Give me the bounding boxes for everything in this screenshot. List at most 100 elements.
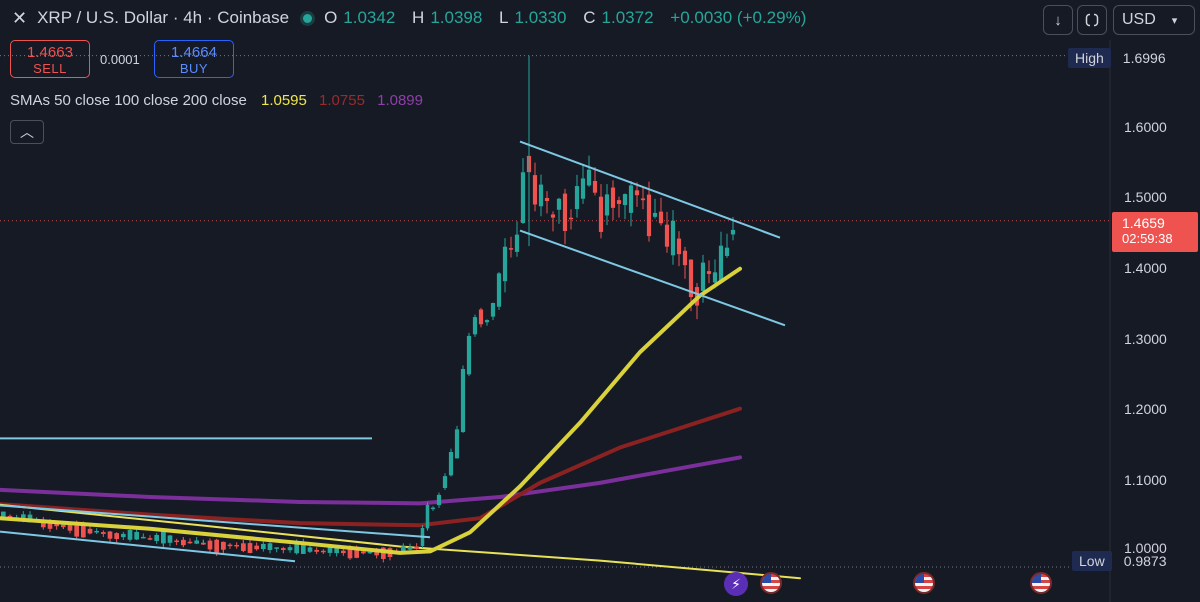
- candle-body: [640, 198, 646, 201]
- fullscreen-icon[interactable]: [1077, 5, 1107, 35]
- candle-body: [628, 185, 634, 213]
- candle-body: [442, 476, 448, 489]
- candle-body: [472, 317, 478, 335]
- candle-body: [598, 196, 604, 232]
- currency-select[interactable]: USD ▾: [1113, 5, 1195, 35]
- candle-body: [414, 546, 419, 549]
- buy-button[interactable]: 1.4664 BUY: [154, 40, 234, 78]
- candle-body: [127, 529, 133, 540]
- candle-body: [94, 530, 99, 533]
- candle-body: [688, 259, 694, 298]
- candle-body: [718, 245, 724, 282]
- candle-body: [347, 548, 353, 559]
- candle-body: [167, 535, 173, 543]
- sma200-line: [0, 455, 742, 506]
- candle-body: [401, 546, 406, 553]
- candle-body: [556, 198, 562, 210]
- us-flag-icon[interactable]: [760, 572, 782, 594]
- candle-body: [21, 514, 26, 521]
- candle-body: [646, 194, 652, 237]
- candle-body: [281, 548, 286, 550]
- sma50-line: [0, 266, 742, 555]
- candle-body: [550, 214, 556, 218]
- candle-body: [227, 544, 233, 547]
- long-sma-line: [0, 503, 801, 580]
- candle-body: [81, 525, 86, 538]
- candle-body: [147, 538, 153, 540]
- candle-body: [294, 542, 299, 554]
- trendline: [0, 504, 431, 539]
- price-change: +0.0030 (+0.29%): [670, 8, 807, 27]
- candle-body: [610, 187, 616, 208]
- candle-body: [261, 543, 266, 550]
- spread-value: 0.0001: [100, 52, 140, 67]
- sma-indicator-legend[interactable]: SMAs 50 close 100 close 200 close 1.0595…: [10, 92, 423, 109]
- candle-body: [154, 534, 159, 541]
- chart-header: ✕ XRP / U.S. Dollar · 4h · Coinbase O 1.0…: [0, 0, 1040, 36]
- candle-body: [367, 551, 373, 554]
- candle-body: [381, 547, 386, 559]
- ideas-bolt-icon[interactable]: ⚡: [724, 572, 748, 596]
- candle-body: [430, 507, 436, 510]
- candle-body: [562, 193, 568, 232]
- candle-body: [314, 549, 319, 552]
- candle-body: [436, 494, 442, 506]
- candle-body: [361, 551, 366, 554]
- candle-body: [254, 545, 259, 550]
- candle-body: [67, 524, 73, 531]
- candle-body: [448, 451, 454, 476]
- candle-body: [221, 541, 226, 550]
- trendline: [519, 140, 781, 239]
- symbol-title[interactable]: XRP / U.S. Dollar · 4h · Coinbase: [37, 8, 290, 27]
- candle-body: [87, 528, 93, 534]
- collapse-legend-button[interactable]: ︿: [10, 120, 44, 144]
- market-open-indicator: [303, 13, 313, 23]
- candle-body: [670, 220, 676, 256]
- candle-body: [121, 533, 126, 538]
- candle-body: [622, 194, 628, 206]
- sma50-value: 1.0595: [260, 92, 307, 109]
- candle-body: [7, 515, 13, 518]
- us-flag-icon[interactable]: [913, 572, 935, 594]
- candle-body: [187, 541, 193, 544]
- candle-body: [301, 542, 306, 554]
- candle-body: [74, 523, 79, 537]
- us-flag-icon[interactable]: [1030, 572, 1052, 594]
- candle-body: [267, 543, 273, 551]
- candle-body: [544, 198, 550, 202]
- candle-body: [454, 429, 460, 459]
- low-marker: Low 0.9873: [1072, 551, 1171, 571]
- candle-body: [201, 543, 206, 545]
- candle-body: [1, 511, 6, 517]
- sma100-value: 1.0755: [319, 92, 365, 109]
- candle-body: [466, 335, 472, 375]
- candle-body: [101, 532, 106, 534]
- candle-body: [341, 550, 346, 554]
- candle-body: [241, 543, 246, 551]
- candle-body: [724, 247, 730, 256]
- candle-body: [107, 531, 113, 539]
- candle-body: [161, 532, 166, 544]
- candle-body: [307, 547, 313, 552]
- axis-tick: 1.5000: [1124, 189, 1167, 205]
- candle-body: [207, 540, 213, 550]
- candle-body: [652, 212, 658, 217]
- candle-body: [214, 539, 219, 553]
- download-arrow-icon[interactable]: ↓: [1043, 5, 1073, 35]
- candle-body: [134, 531, 139, 540]
- candle-body: [508, 248, 514, 250]
- axis-tick: 1.6000: [1124, 119, 1167, 135]
- candle-body: [425, 504, 430, 529]
- chevron-down-icon: ▾: [1171, 14, 1178, 27]
- axis-tick: 1.3000: [1124, 331, 1167, 347]
- close-icon[interactable]: ✕: [12, 7, 28, 28]
- candle-body: [174, 540, 179, 543]
- candle-body: [496, 273, 502, 307]
- candle-body: [538, 184, 544, 207]
- candle-body: [327, 547, 333, 553]
- ohlc-values: O 1.0342 H 1.0398 L 1.0330 C 1.0372 +0.0030 …: [324, 8, 807, 27]
- axis-tick: 1.0000: [1124, 540, 1167, 556]
- candle-body: [41, 519, 46, 528]
- sell-button[interactable]: 1.4663 SELL: [10, 40, 90, 78]
